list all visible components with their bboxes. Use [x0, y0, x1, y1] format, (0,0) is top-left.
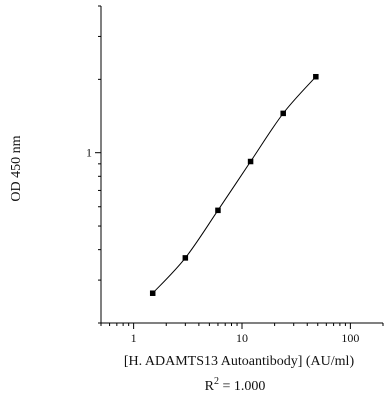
x-tick-label: 10 — [236, 331, 248, 345]
data-points-layer — [149, 73, 319, 296]
y-axis-ticks: 1 — [86, 5, 101, 324]
r-squared-prefix: R — [205, 379, 215, 394]
data-point — [313, 73, 319, 80]
x-axis-title: [H. ADAMTS13 Autoantibody] (AU/ml) — [124, 354, 355, 369]
fit-curve-layer — [152, 76, 317, 294]
data-point — [149, 290, 156, 296]
data-point — [247, 158, 254, 165]
x-tick-label: 1 — [131, 331, 137, 345]
y-tick-label: 1 — [86, 146, 92, 160]
r-squared-value: = 1.000 — [219, 379, 265, 394]
data-point — [182, 255, 189, 261]
data-point — [215, 207, 221, 214]
fit-curve — [152, 76, 317, 294]
r-squared-annotation: R2 = 1.000 — [205, 376, 266, 394]
x-axis-ticks: 1 10 100 — [100, 323, 384, 345]
x-tick-label: 100 — [341, 331, 359, 345]
data-point — [280, 110, 286, 117]
y-axis-title: OD 450 nm — [9, 135, 24, 201]
r-squared-superscript: 2 — [214, 376, 219, 387]
